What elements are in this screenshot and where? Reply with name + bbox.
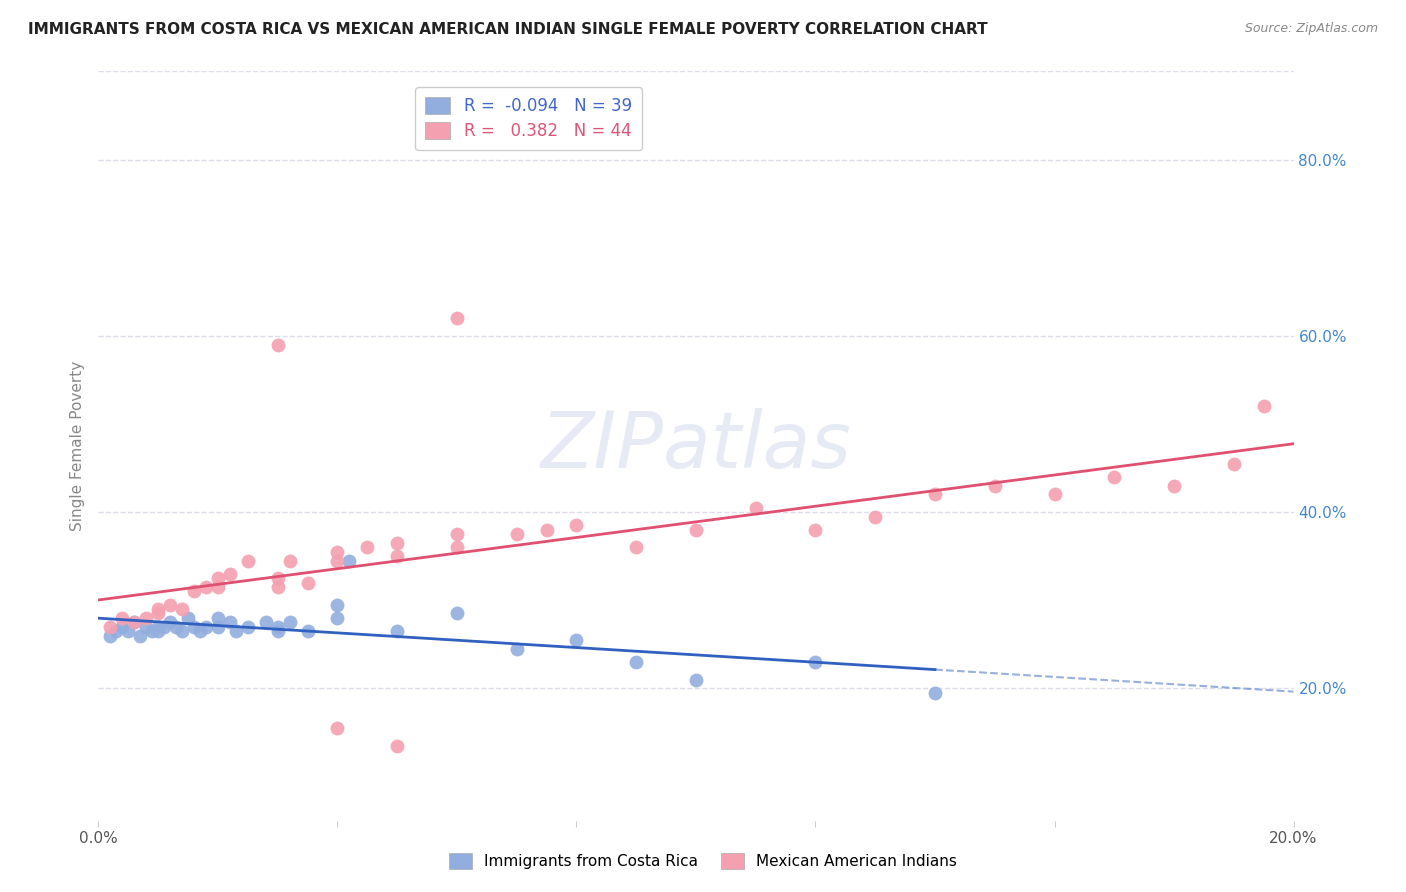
Point (141, 624, 163, 639)
Point (267, 620, 290, 634)
Point (804, 523, 827, 537)
Point (148, 620, 170, 634)
Point (236, 620, 259, 634)
Point (148, 602, 170, 616)
Point (117, 624, 139, 639)
Point (105, 624, 128, 639)
Point (278, 615, 301, 630)
Point (98, 620, 122, 634)
Point (219, 566, 242, 581)
Text: Source: ZipAtlas.com: Source: ZipAtlas.com (1244, 22, 1378, 36)
Point (148, 607, 170, 621)
Point (195, 580, 218, 594)
Point (297, 575, 319, 590)
Text: ZIPatlas: ZIPatlas (540, 408, 852, 484)
Point (188, 624, 211, 639)
Point (219, 615, 242, 630)
Point (385, 536, 409, 550)
Point (626, 655, 648, 669)
Point (207, 611, 229, 625)
Point (159, 598, 181, 612)
Point (326, 598, 349, 612)
Point (98, 628, 122, 642)
Point (685, 523, 707, 537)
Point (177, 611, 200, 625)
Point (685, 673, 707, 687)
Point (446, 527, 468, 541)
Point (267, 571, 290, 585)
Point (1104, 470, 1126, 484)
Text: IMMIGRANTS FROM COSTA RICA VS MEXICAN AMERICAN INDIAN SINGLE FEMALE POVERTY CORR: IMMIGRANTS FROM COSTA RICA VS MEXICAN AM… (28, 22, 988, 37)
Point (153, 620, 176, 634)
Point (172, 602, 194, 616)
Point (385, 739, 409, 753)
Point (1163, 478, 1185, 492)
Point (297, 624, 319, 639)
Point (267, 624, 290, 639)
Point (385, 624, 409, 639)
Point (207, 580, 229, 594)
Point (326, 553, 349, 567)
Point (1043, 487, 1066, 501)
Point (148, 624, 170, 639)
Point (506, 527, 529, 541)
Point (236, 553, 259, 567)
Point (804, 655, 827, 669)
Point (865, 509, 887, 524)
Y-axis label: Single Female Poverty: Single Female Poverty (69, 361, 84, 531)
Point (536, 523, 558, 537)
Point (385, 549, 409, 564)
Point (165, 620, 187, 634)
Point (326, 721, 349, 735)
Point (267, 337, 290, 351)
Point (626, 541, 648, 555)
Point (254, 615, 277, 630)
Legend: Immigrants from Costa Rica, Mexican American Indians: Immigrants from Costa Rica, Mexican Amer… (443, 847, 963, 875)
Point (1253, 400, 1275, 414)
Point (159, 615, 181, 630)
Point (565, 518, 588, 533)
Point (984, 478, 1007, 492)
Point (446, 607, 468, 621)
Legend: R =  -0.094   N = 39, R =   0.382   N = 44: R = -0.094 N = 39, R = 0.382 N = 44 (415, 87, 643, 150)
Point (339, 553, 360, 567)
Point (924, 686, 946, 700)
Point (326, 545, 349, 559)
Point (278, 553, 301, 567)
Point (124, 615, 146, 630)
Point (135, 620, 157, 634)
Point (267, 580, 290, 594)
Point (111, 620, 134, 634)
Point (183, 620, 205, 634)
Point (129, 628, 152, 642)
Point (195, 620, 218, 634)
Point (506, 641, 529, 656)
Point (565, 632, 588, 647)
Point (183, 584, 205, 599)
Point (207, 571, 229, 585)
Point (225, 624, 247, 639)
Point (356, 541, 378, 555)
Point (446, 311, 468, 326)
Point (1223, 457, 1246, 471)
Point (446, 541, 468, 555)
Point (326, 611, 349, 625)
Point (124, 615, 146, 630)
Point (924, 487, 946, 501)
Point (172, 624, 194, 639)
Point (207, 620, 229, 634)
Point (111, 611, 134, 625)
Point (135, 611, 157, 625)
Point (745, 500, 768, 515)
